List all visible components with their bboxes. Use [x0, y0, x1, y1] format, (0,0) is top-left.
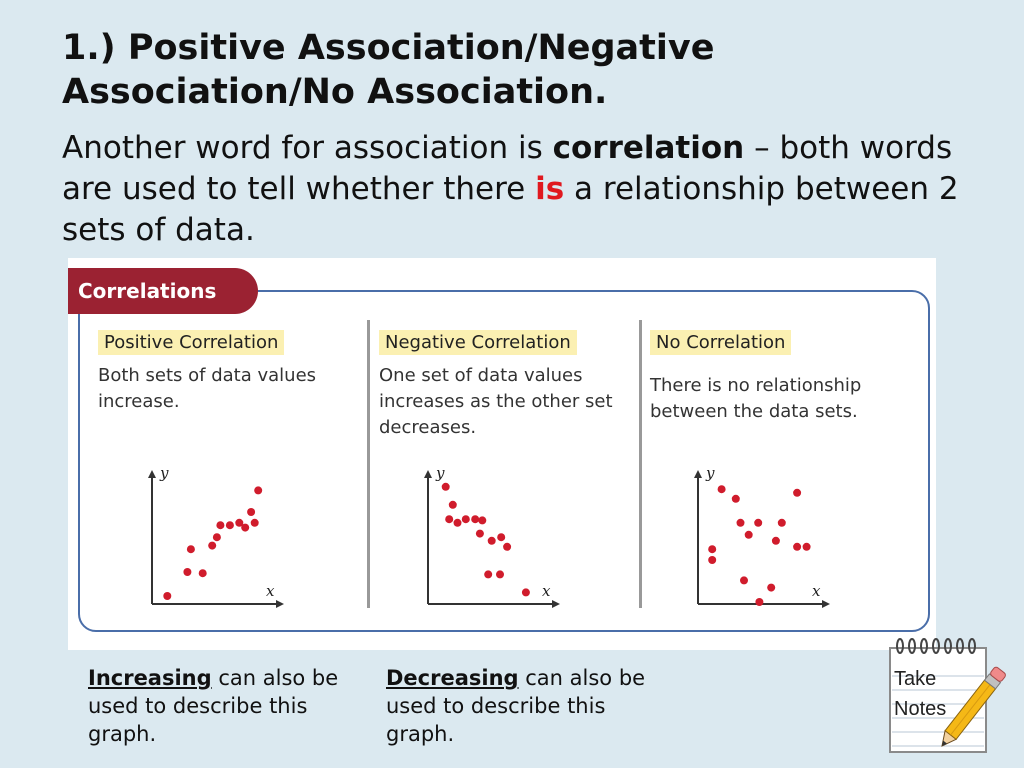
notepad-pencil-icon: Take Notes — [884, 636, 1010, 756]
data-point — [487, 536, 496, 545]
data-point — [767, 583, 776, 592]
note-text: can also be used to describe this graph. — [88, 666, 339, 746]
x-axis-arrow — [822, 600, 830, 608]
x-axis-label: x — [812, 582, 821, 600]
data-point — [225, 521, 234, 530]
column-negative: Negative Correlation One set of data val… — [379, 330, 641, 441]
y-axis-arrow — [148, 470, 156, 478]
slide-title: 1.) Positive Association/Negative Associ… — [62, 28, 715, 112]
data-point — [453, 518, 462, 527]
data-point — [241, 523, 250, 532]
data-point — [247, 508, 256, 516]
note-increasing: Increasing can also be used to describe … — [88, 664, 348, 748]
figure-tab-label: Correlations — [68, 268, 258, 314]
x-axis-label: x — [542, 582, 551, 600]
column-positive: Positive Correlation Both sets of data v… — [98, 330, 358, 415]
data-point — [212, 533, 221, 542]
data-point — [163, 592, 172, 600]
column-heading: Positive Correlation — [98, 330, 285, 355]
data-point — [802, 542, 811, 551]
column-description: There is no relationship between the dat… — [650, 375, 862, 422]
data-point — [754, 518, 763, 527]
x-axis-arrow — [276, 600, 284, 608]
scatter-plot-svg: yx — [424, 464, 560, 608]
intro-part1: Another word for association is — [62, 130, 553, 166]
data-point — [744, 530, 753, 539]
notepad-line1: Take — [894, 668, 936, 690]
data-point — [250, 518, 259, 527]
data-point — [793, 488, 802, 497]
y-axis-arrow — [694, 470, 702, 478]
data-point — [496, 570, 504, 579]
data-point — [717, 485, 726, 494]
data-point — [471, 515, 480, 524]
y-axis-label: y — [435, 464, 445, 482]
column-description: Both sets of data values increase. — [98, 365, 317, 412]
data-point — [777, 518, 786, 527]
y-axis-label: y — [159, 464, 169, 482]
data-point — [736, 518, 745, 527]
column-description: One set of data values increases as the … — [379, 365, 613, 438]
data-point — [793, 542, 802, 551]
x-axis-label: x — [266, 582, 275, 600]
y-axis-label: y — [705, 464, 715, 482]
data-point — [441, 482, 450, 491]
data-point — [708, 556, 717, 564]
figure-frame — [78, 290, 930, 632]
scatter-plot-svg: yx — [148, 464, 284, 608]
data-point — [216, 521, 225, 530]
intro-part2: – both words are used to tell whether th… — [62, 130, 953, 207]
intro-part3: a relationship between 2 sets of data. — [62, 171, 959, 248]
intro-emphasis-is: is — [535, 171, 565, 207]
intro-keyword-correlation: correlation — [552, 130, 745, 166]
data-point — [484, 570, 493, 579]
data-point — [475, 529, 484, 538]
note-keyword: Decreasing — [386, 666, 519, 690]
data-point — [478, 516, 487, 525]
data-point — [755, 598, 764, 606]
y-axis-arrow — [424, 470, 432, 478]
data-point — [235, 518, 244, 527]
column-heading: No Correlation — [650, 330, 792, 355]
column-none: No Correlation There is no relationship … — [650, 330, 900, 425]
scatter-plot-svg: yx — [694, 464, 830, 608]
data-point — [503, 542, 512, 551]
data-point — [497, 533, 506, 542]
x-axis-arrow — [552, 600, 560, 608]
data-point — [198, 569, 207, 578]
data-point — [740, 576, 748, 585]
notepad-line2: Notes — [894, 698, 946, 720]
data-point — [208, 541, 217, 550]
note-keyword: Increasing — [88, 666, 212, 690]
data-point — [731, 494, 740, 503]
intro-text: Another word for association is correlat… — [62, 128, 1002, 251]
note-text: can also be used to describe this graph. — [386, 666, 646, 746]
data-point — [461, 515, 470, 524]
data-point — [186, 545, 195, 554]
data-point — [708, 545, 717, 554]
note-decreasing: Decreasing can also be used to describe … — [386, 664, 656, 748]
data-point — [771, 536, 780, 545]
correlations-figure: Correlations Positive Correlation Both s… — [68, 258, 936, 650]
data-point — [521, 588, 530, 597]
column-divider — [639, 320, 642, 608]
data-point — [448, 500, 457, 509]
data-point — [183, 568, 192, 576]
column-heading: Negative Correlation — [379, 330, 577, 355]
data-point — [445, 515, 454, 524]
column-divider — [367, 320, 370, 608]
data-point — [254, 486, 263, 495]
